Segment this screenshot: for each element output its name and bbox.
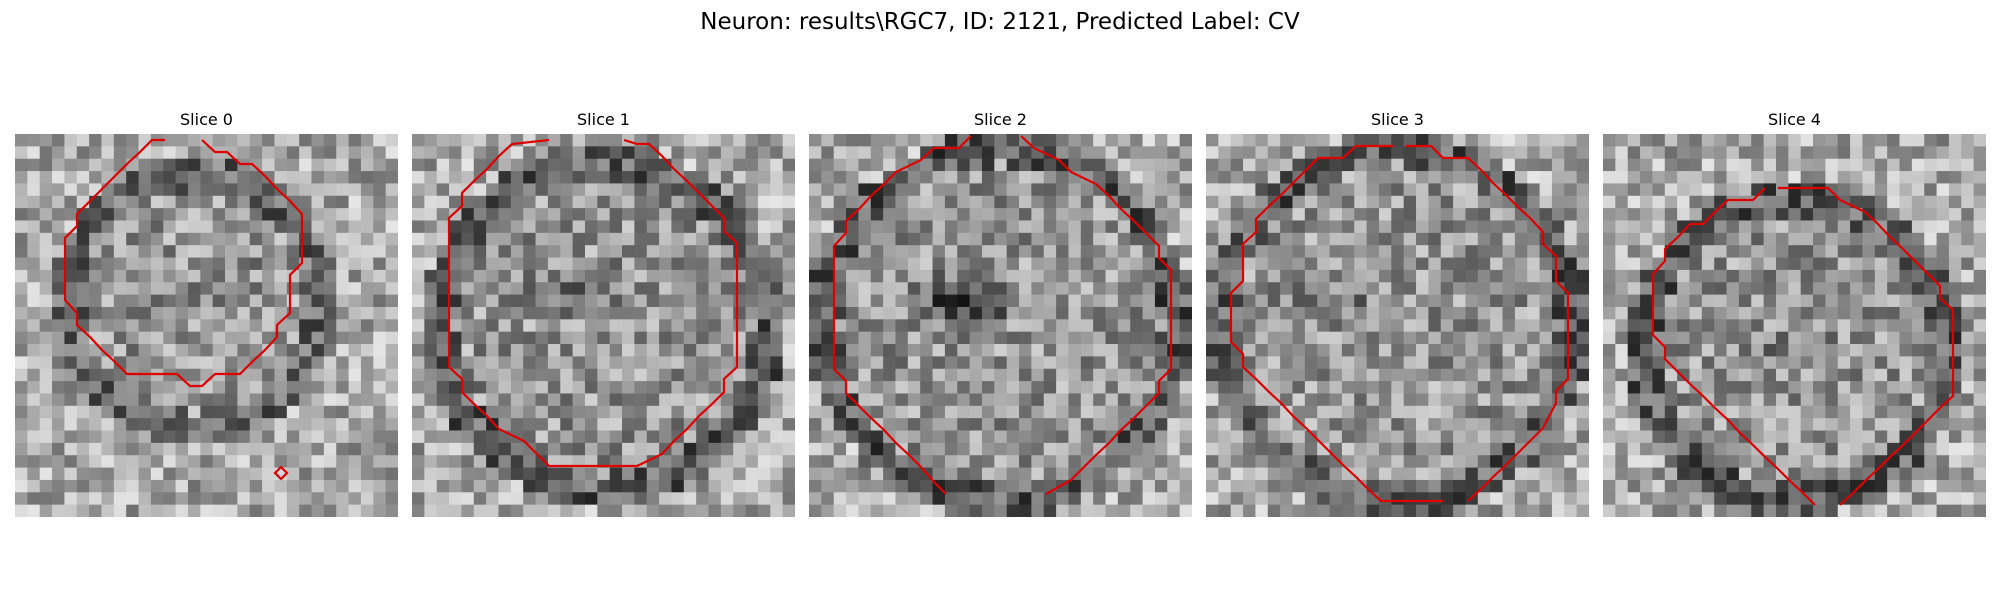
segmentation-contour-1 [447, 138, 739, 468]
segmentation-contour-3b [1406, 144, 1570, 502]
slice-title-1: Slice 1 [577, 110, 630, 129]
slice-image-3 [1206, 134, 1589, 517]
figure-title: Neuron: results\RGC7, ID: 2121, Predicte… [700, 9, 1300, 35]
slice-image-0 [15, 134, 398, 517]
slice-title-3: Slice 3 [1371, 110, 1424, 129]
slice-pixels-1 [412, 134, 795, 517]
slice-title-4: Slice 4 [1768, 110, 1821, 129]
segmentation-contour-2b [1020, 135, 1173, 495]
segmentation-contour-0-small [273, 465, 289, 481]
segmentation-contour-4 [1651, 187, 1816, 506]
segmentation-contour-2 [832, 135, 972, 495]
slice-pixels-2 [809, 134, 1192, 517]
slice-pixels-3 [1206, 134, 1589, 517]
segmentation-contour-3 [1229, 144, 1443, 503]
slice-image-1 [412, 134, 795, 517]
slice-title-2: Slice 2 [974, 110, 1027, 129]
slice-image-4 [1603, 134, 1986, 517]
slice-pixels-4 [1603, 134, 1986, 517]
segmentation-contour-4b [1778, 186, 1955, 506]
slice-pixels-0 [15, 134, 398, 517]
slice-image-2 [809, 134, 1192, 517]
segmentation-contour-0 [63, 138, 304, 388]
slice-title-0: Slice 0 [180, 110, 233, 129]
